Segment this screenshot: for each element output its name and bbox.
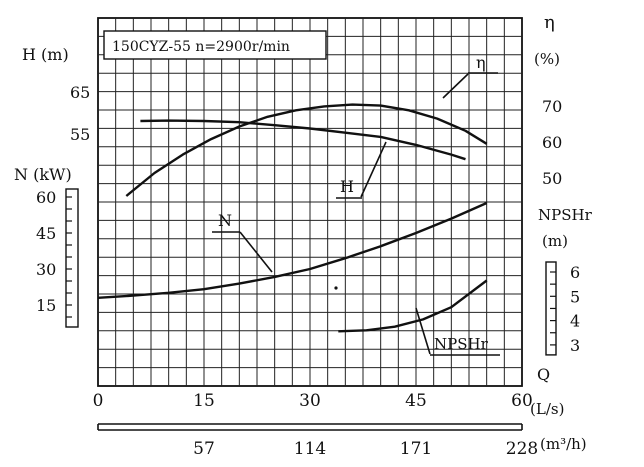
efficiency-tick-label: 50 — [542, 169, 562, 188]
eta-callout: η — [442, 53, 498, 99]
chart-curves — [97, 103, 488, 333]
series-line-head — [140, 119, 466, 161]
h-callout: H — [336, 141, 387, 199]
flow-ls-tick-label: 30 — [299, 391, 321, 411]
power-tick-label: 45 — [36, 224, 56, 243]
flow-ls-tick-label: 0 — [93, 391, 104, 411]
head-axis-label: H (m) — [22, 45, 69, 64]
npshr-tick-label: 4 — [570, 312, 580, 331]
flow-ls-tick-label: 45 — [405, 391, 427, 411]
npshr-tick-label: 6 — [570, 263, 580, 282]
power-tick-label: 60 — [36, 188, 56, 207]
power-tick-label: 15 — [36, 296, 56, 315]
npshr-axis-unit: (m) — [542, 232, 568, 250]
series-line-efficiency — [125, 103, 488, 197]
n-callout: N — [212, 211, 273, 273]
h-callout-label: H — [340, 177, 354, 196]
npshr-axis-label: NPSHr — [538, 206, 593, 224]
series-line-power — [97, 201, 488, 299]
flow-ls-tick-label: 15 — [193, 391, 215, 411]
npshr-callout: NPSHr — [415, 307, 500, 356]
flow-ls-unit: (L/s) — [530, 400, 564, 418]
efficiency-axis-label: η — [544, 12, 555, 33]
npshr-tick-label: 3 — [570, 336, 580, 355]
eta-callout-label: η — [476, 53, 486, 72]
flow-m3h-tick-label: 57 — [193, 439, 215, 459]
head-tick-label: 65 — [70, 83, 90, 102]
title-frame — [103, 30, 327, 60]
flow-m3h-tick-label: 114 — [294, 439, 326, 459]
flow-axis-q-label: Q — [537, 365, 550, 384]
power-scale-bar — [65, 188, 79, 328]
chart-title: 150CYZ-55 n=2900r/min — [112, 39, 290, 55]
efficiency-tick-label: 70 — [542, 97, 562, 116]
stray-dot — [334, 286, 338, 290]
flow-m3h-unit: (m³/h) — [540, 435, 587, 453]
power-tick-label: 30 — [36, 260, 56, 279]
power-axis-label: N (kW) — [14, 165, 72, 184]
chart-grid — [97, 17, 523, 387]
flow-ls-tick-label: 60 — [511, 391, 533, 411]
npshr-callout-label: NPSHr — [434, 335, 489, 353]
flow-m3h-tick-label: 228 — [506, 439, 538, 459]
npshr-tick-label: 5 — [570, 287, 580, 306]
efficiency-axis-unit: (%) — [534, 50, 560, 68]
efficiency-tick-label: 60 — [542, 133, 562, 152]
head-tick-label: 55 — [70, 125, 90, 144]
series-line-npshr — [338, 279, 488, 333]
chart-title-box: 150CYZ-55 n=2900r/min — [103, 30, 327, 60]
flow-m3h-tick-label: 171 — [400, 439, 432, 459]
n-callout-label: N — [218, 211, 232, 230]
